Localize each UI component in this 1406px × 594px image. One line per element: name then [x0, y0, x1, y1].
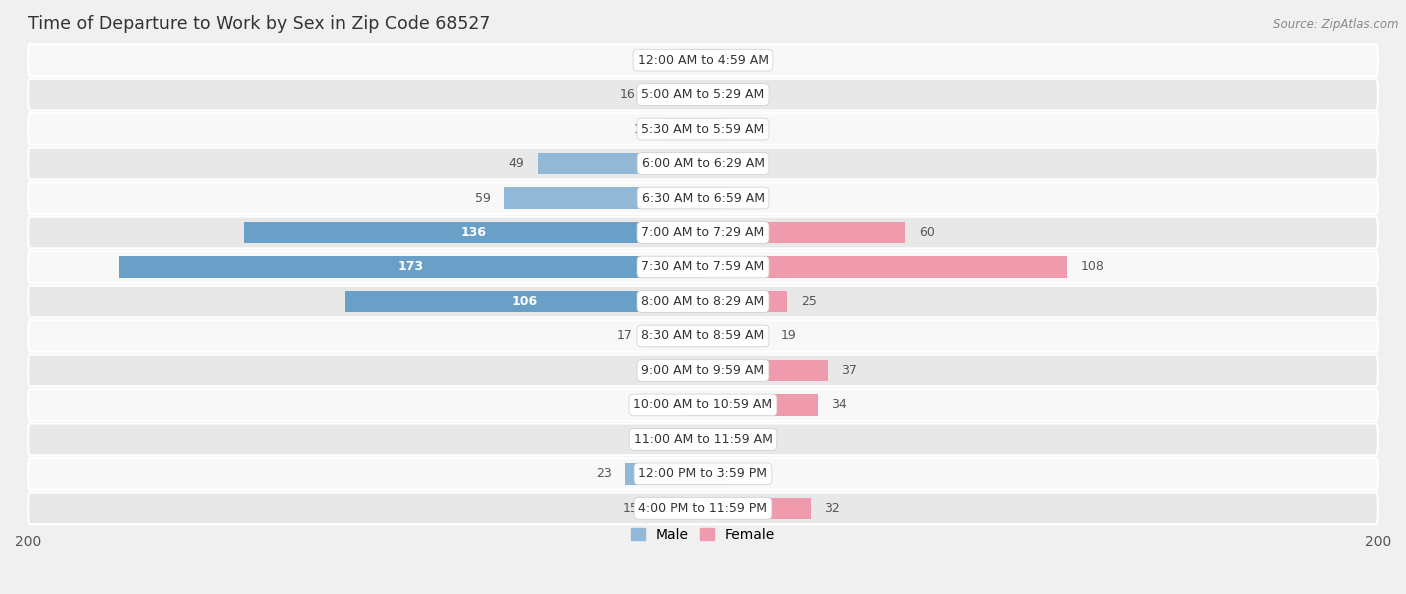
- Bar: [683, 360, 703, 381]
- Bar: [703, 187, 723, 208]
- Bar: [703, 49, 723, 71]
- Bar: [703, 498, 811, 519]
- Text: 10:00 AM to 10:59 AM: 10:00 AM to 10:59 AM: [634, 399, 772, 412]
- Text: 6:00 AM to 6:29 AM: 6:00 AM to 6:29 AM: [641, 157, 765, 170]
- Text: 0: 0: [737, 53, 745, 67]
- Bar: [650, 84, 703, 105]
- Text: 108: 108: [1081, 261, 1105, 273]
- Text: 7:00 AM to 7:29 AM: 7:00 AM to 7:29 AM: [641, 226, 765, 239]
- Text: 12:00 AM to 4:59 AM: 12:00 AM to 4:59 AM: [637, 53, 769, 67]
- Bar: [683, 394, 703, 416]
- Text: 9:00 AM to 9:59 AM: 9:00 AM to 9:59 AM: [641, 364, 765, 377]
- Bar: [503, 187, 703, 208]
- Bar: [703, 429, 723, 450]
- Text: 0: 0: [737, 433, 745, 446]
- Text: 16: 16: [620, 88, 636, 101]
- Bar: [703, 256, 1067, 277]
- Text: 106: 106: [512, 295, 537, 308]
- Text: Source: ZipAtlas.com: Source: ZipAtlas.com: [1274, 18, 1399, 31]
- Text: 25: 25: [801, 295, 817, 308]
- Text: 173: 173: [398, 261, 425, 273]
- Text: 59: 59: [475, 191, 491, 204]
- Text: 60: 60: [920, 226, 935, 239]
- Bar: [626, 463, 703, 485]
- FancyBboxPatch shape: [28, 182, 1378, 214]
- Text: 23: 23: [596, 467, 612, 481]
- Bar: [703, 118, 723, 140]
- Text: 6:30 AM to 6:59 AM: 6:30 AM to 6:59 AM: [641, 191, 765, 204]
- Bar: [652, 498, 703, 519]
- Text: 0: 0: [737, 157, 745, 170]
- Text: Time of Departure to Work by Sex in Zip Code 68527: Time of Departure to Work by Sex in Zip …: [28, 15, 491, 33]
- FancyBboxPatch shape: [28, 320, 1378, 352]
- FancyBboxPatch shape: [28, 458, 1378, 489]
- Text: 0: 0: [737, 88, 745, 101]
- Text: 0: 0: [661, 433, 669, 446]
- Bar: [120, 256, 703, 277]
- Bar: [346, 291, 703, 312]
- Text: 0: 0: [737, 122, 745, 135]
- FancyBboxPatch shape: [28, 148, 1378, 179]
- Bar: [703, 463, 730, 485]
- Bar: [683, 429, 703, 450]
- Text: 136: 136: [461, 226, 486, 239]
- Text: 8:00 AM to 8:29 AM: 8:00 AM to 8:29 AM: [641, 295, 765, 308]
- Bar: [703, 326, 768, 347]
- Bar: [662, 118, 703, 140]
- Text: 32: 32: [824, 502, 841, 515]
- Text: 5:00 AM to 5:29 AM: 5:00 AM to 5:29 AM: [641, 88, 765, 101]
- FancyBboxPatch shape: [28, 113, 1378, 145]
- Text: 0: 0: [661, 53, 669, 67]
- Legend: Male, Female: Male, Female: [626, 523, 780, 548]
- Bar: [537, 153, 703, 174]
- Text: 11:00 AM to 11:59 AM: 11:00 AM to 11:59 AM: [634, 433, 772, 446]
- FancyBboxPatch shape: [28, 286, 1378, 317]
- FancyBboxPatch shape: [28, 355, 1378, 386]
- Text: 12: 12: [633, 122, 650, 135]
- FancyBboxPatch shape: [28, 45, 1378, 76]
- Text: 5:30 AM to 5:59 AM: 5:30 AM to 5:59 AM: [641, 122, 765, 135]
- Bar: [703, 360, 828, 381]
- Text: 0: 0: [661, 399, 669, 412]
- FancyBboxPatch shape: [28, 492, 1378, 524]
- Text: 17: 17: [616, 330, 633, 343]
- Text: 15: 15: [623, 502, 638, 515]
- FancyBboxPatch shape: [28, 217, 1378, 248]
- Text: 7:30 AM to 7:59 AM: 7:30 AM to 7:59 AM: [641, 261, 765, 273]
- Bar: [703, 291, 787, 312]
- Bar: [683, 49, 703, 71]
- Text: 4:00 PM to 11:59 PM: 4:00 PM to 11:59 PM: [638, 502, 768, 515]
- FancyBboxPatch shape: [28, 389, 1378, 421]
- Bar: [703, 394, 818, 416]
- Bar: [703, 153, 723, 174]
- Bar: [703, 222, 905, 243]
- Text: 19: 19: [780, 330, 796, 343]
- Text: 0: 0: [661, 364, 669, 377]
- Text: 12:00 PM to 3:59 PM: 12:00 PM to 3:59 PM: [638, 467, 768, 481]
- Text: 49: 49: [509, 157, 524, 170]
- Bar: [703, 84, 723, 105]
- Text: 8:30 AM to 8:59 AM: 8:30 AM to 8:59 AM: [641, 330, 765, 343]
- Text: 8: 8: [744, 467, 751, 481]
- FancyBboxPatch shape: [28, 251, 1378, 283]
- Text: 34: 34: [831, 399, 846, 412]
- FancyBboxPatch shape: [28, 424, 1378, 455]
- Text: 37: 37: [841, 364, 858, 377]
- FancyBboxPatch shape: [28, 79, 1378, 110]
- Text: 0: 0: [737, 191, 745, 204]
- Bar: [645, 326, 703, 347]
- Bar: [245, 222, 703, 243]
